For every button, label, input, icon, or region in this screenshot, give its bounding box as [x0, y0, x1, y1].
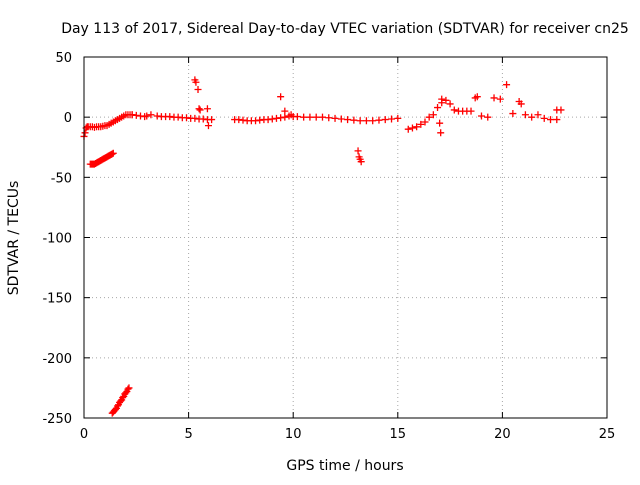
data-point-first-day-arc	[208, 116, 216, 124]
data-point-outliers-near-five	[196, 106, 204, 114]
data-point-late-day-clusters	[521, 111, 529, 119]
data-point-middle-arc	[375, 116, 383, 124]
data-point-middle-arc	[394, 114, 402, 122]
data-point-outliers-late	[438, 95, 446, 103]
data-point-middle-arc	[350, 116, 358, 124]
data-point-outliers-near-five	[194, 85, 202, 93]
data-point-middle-arc	[381, 116, 389, 124]
data-point-first-day-arc	[143, 112, 151, 120]
data-point-middle-arc	[331, 114, 339, 122]
data-point-outliers-late	[437, 129, 445, 137]
x-tick-label: 20	[494, 427, 511, 442]
y-tick-label: 50	[55, 51, 72, 66]
data-point-outliers-middle	[277, 93, 285, 101]
data-point-minus-two-forty-branch	[117, 397, 125, 405]
data-point-late-day-clusters	[442, 96, 450, 104]
y-axis-title: SDTVAR / TECUs	[6, 181, 22, 296]
data-point-near-zero-start	[81, 129, 89, 137]
x-tick-label: 25	[599, 427, 616, 442]
x-tick-label: 10	[285, 427, 302, 442]
data-point-outliers-late	[553, 106, 561, 114]
data-point-late-day-clusters	[404, 125, 412, 133]
data-point-late-day-clusters	[484, 113, 492, 121]
data-point-late-day-clusters	[450, 106, 458, 114]
data-point-minus-two-forty-branch	[111, 406, 119, 414]
data-point-minus-two-forty-branch	[113, 402, 121, 410]
data-point-late-day-clusters	[467, 107, 475, 115]
chart-title: Day 113 of 2017, Sidereal Day-to-day VTE…	[61, 21, 629, 37]
data-point-late-day-clusters	[434, 104, 442, 112]
y-tick-label: -100	[42, 232, 72, 247]
x-tick-label: 5	[184, 427, 192, 442]
data-point-outliers-late	[473, 93, 481, 101]
data-point-minus-forty-branch	[109, 149, 117, 157]
data-point-middle-arc	[306, 113, 314, 121]
data-point-late-day-clusters	[509, 110, 517, 118]
data-point-middle-arc	[369, 117, 377, 125]
tick-labels-layer: 0 5 10 15 20 25 -250 -200 -150 -100 -50 0 50	[42, 51, 615, 442]
data-point-middle-arc	[318, 113, 326, 121]
data-point-late-day-clusters	[490, 94, 498, 102]
data-point-late-day-clusters	[429, 111, 437, 119]
x-axis-title: GPS time / hours	[286, 458, 403, 474]
data-point-middle-arc	[300, 113, 308, 121]
plot-frame	[83, 56, 608, 419]
x-tick-label: 0	[80, 427, 88, 442]
data-point-outliers-middle	[281, 107, 289, 115]
data-point-late-day-clusters	[496, 95, 504, 103]
y-tick-label: -50	[51, 171, 72, 186]
y-tick-label: 0	[64, 111, 72, 126]
data-point-outliers-near-five	[204, 122, 212, 130]
data-point-late-day-clusters	[547, 116, 555, 124]
y-tick-label: -150	[42, 292, 72, 307]
data-point-middle-arc	[337, 115, 345, 123]
data-point-late-day-clusters	[503, 81, 511, 89]
data-point-middle-arc	[344, 116, 352, 124]
data-point-outliers-late	[517, 100, 525, 108]
data-point-outliers-middle	[357, 158, 365, 166]
data-point-middle-arc	[356, 117, 364, 125]
data-point-middle-arc	[312, 113, 320, 121]
data-point-late-day-clusters	[417, 120, 425, 128]
data-point-outliers-near-five	[203, 105, 211, 113]
data-point-outliers-near-five	[192, 78, 200, 86]
data-point-late-day-clusters	[528, 113, 536, 121]
data-point-middle-arc	[388, 115, 396, 123]
data-point-late-day-clusters	[446, 100, 454, 108]
y-tick-label: -200	[42, 352, 72, 367]
data-point-late-day-clusters	[421, 118, 429, 126]
data-point-outliers-near-five	[195, 105, 203, 113]
data-point-middle-arc	[362, 117, 370, 125]
data-point-late-day-clusters	[534, 111, 542, 119]
y-tick-label: -250	[42, 412, 72, 427]
data-point-outliers-middle	[287, 111, 295, 119]
x-tick-label: 15	[390, 427, 407, 442]
data-point-minus-two-forty-branch	[119, 394, 127, 402]
data-point-middle-arc	[293, 113, 301, 121]
data-point-minus-two-forty-branch	[122, 389, 130, 397]
data-point-late-day-clusters	[540, 114, 548, 122]
data-points-layer	[80, 76, 565, 417]
data-point-late-day-clusters	[408, 124, 416, 132]
data-point-minus-two-forty-branch	[125, 384, 133, 392]
data-point-middle-arc	[281, 113, 289, 121]
data-point-first-day-arc	[147, 111, 155, 119]
data-point-outliers-late	[436, 119, 444, 127]
data-point-middle-arc	[325, 114, 333, 122]
data-point-late-day-clusters	[425, 113, 433, 121]
data-point-minus-two-forty-branch	[124, 385, 132, 393]
data-point-late-day-clusters	[553, 116, 561, 124]
data-point-late-day-clusters	[477, 112, 485, 120]
data-point-late-day-clusters	[413, 123, 421, 131]
data-point-outliers-middle	[354, 147, 362, 155]
